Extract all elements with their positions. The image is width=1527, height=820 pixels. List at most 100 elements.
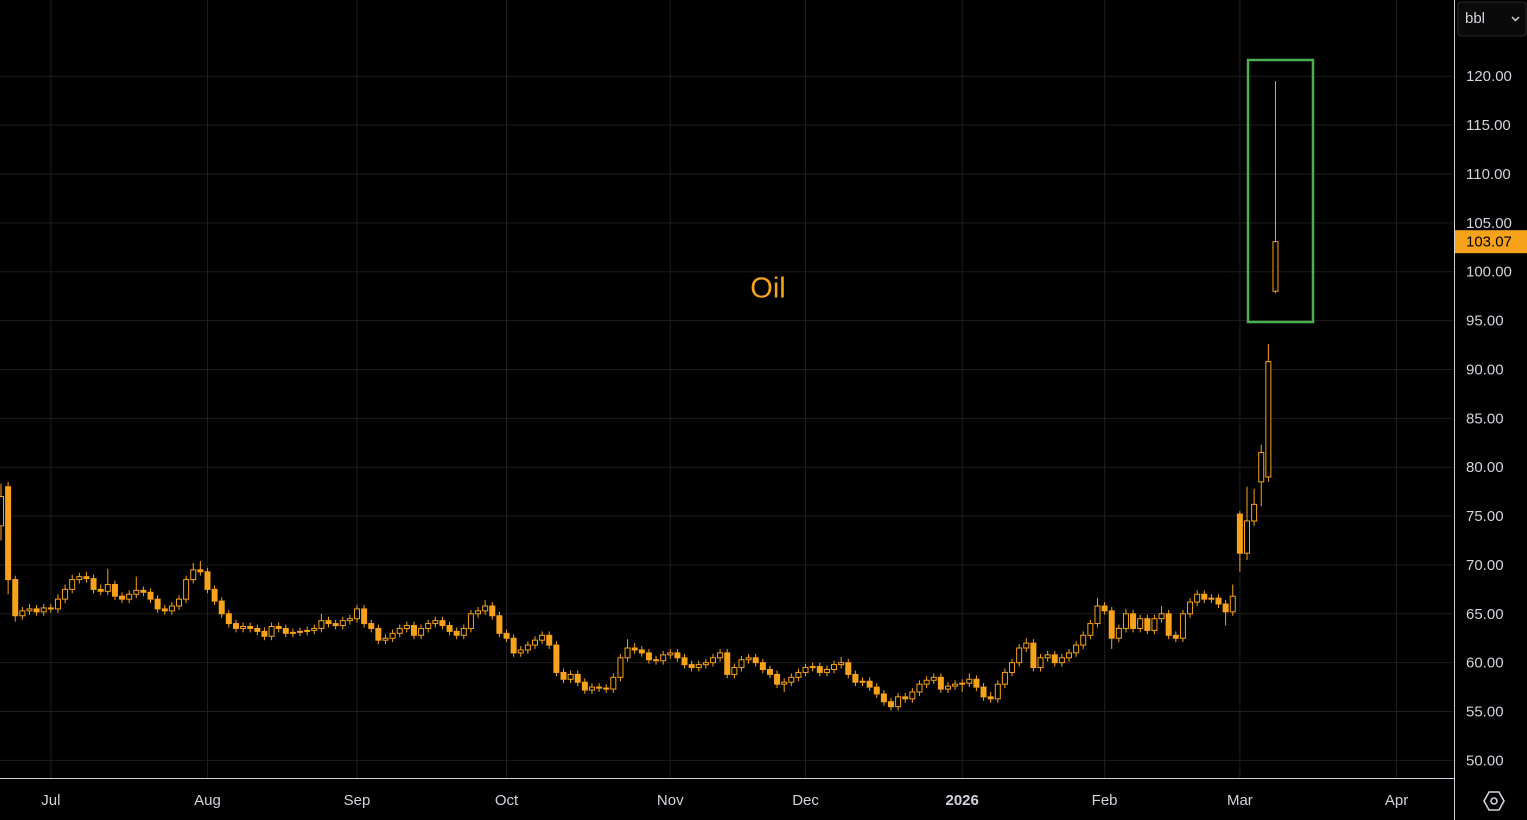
candle-body: [332, 623, 339, 627]
candle-body: [361, 608, 368, 625]
candle-body: [26, 608, 33, 612]
dropdown-caret[interactable]: [1511, 16, 1520, 22]
candle-body: [532, 639, 538, 646]
candle-body: [524, 644, 531, 651]
candle-body: [866, 680, 873, 688]
candle-body: [311, 627, 318, 631]
candle-body: [745, 657, 752, 661]
settings-icon[interactable]: [1483, 791, 1505, 811]
candle-body: [909, 691, 916, 700]
candle-body: [104, 583, 111, 592]
candle-body: [766, 669, 773, 675]
settings-icon-center[interactable]: [1490, 797, 1498, 805]
candle-body: [560, 671, 567, 680]
candle-body: [254, 627, 261, 632]
candle-body: [944, 685, 951, 690]
unit-label[interactable]: bbl: [1465, 10, 1485, 27]
candle-body: [1101, 605, 1108, 612]
candle-body: [439, 620, 446, 627]
candle-body: [980, 686, 987, 698]
candle-body: [688, 664, 695, 669]
candle-body: [880, 693, 887, 703]
candle-body: [1108, 610, 1115, 639]
candle-body: [503, 632, 510, 639]
candle-body: [111, 583, 118, 597]
candle-body: [852, 673, 859, 683]
candle-body: [69, 579, 76, 590]
candle-body: [1201, 593, 1208, 600]
candle-body: [710, 657, 716, 664]
candle-body: [923, 679, 930, 685]
candle-body: [346, 618, 353, 622]
candle-body: [90, 578, 97, 590]
y-tick-label: 100.00: [1466, 264, 1512, 281]
candle-body: [567, 673, 574, 680]
candle-body: [1172, 634, 1179, 639]
candle-body: [410, 625, 417, 636]
y-tick-label: 90.00: [1466, 361, 1504, 378]
candle-body: [40, 607, 47, 613]
candle-body: [781, 681, 788, 685]
candle-body: [1236, 513, 1243, 554]
candle-body: [197, 569, 204, 573]
unit-dropdown-box[interactable]: [1457, 1, 1527, 37]
price-tag-label: 103.07: [1466, 234, 1512, 251]
candle-body: [1080, 634, 1087, 646]
candle-body: [610, 676, 617, 690]
candle-body: [467, 613, 474, 629]
candle-body: [902, 696, 909, 700]
candle-body: [638, 649, 645, 654]
x-tick-label: Dec: [792, 792, 819, 809]
candle-body: [952, 683, 959, 687]
x-tick-label: Aug: [194, 792, 221, 809]
candle-body: [97, 588, 104, 592]
candle-body: [1130, 613, 1137, 629]
candle-body: [987, 696, 994, 700]
candle-body: [959, 682, 966, 685]
candle-body: [240, 626, 247, 629]
candle-body: [247, 626, 254, 629]
candle-body: [190, 569, 197, 581]
settings-button[interactable]: [1478, 786, 1510, 816]
candle-body: [453, 630, 460, 636]
candle-body: [660, 654, 667, 662]
candle-body: [930, 676, 937, 681]
candle-body: [667, 652, 674, 656]
candle-body: [1179, 613, 1186, 639]
candle-body: [176, 598, 182, 607]
candle-body: [446, 625, 453, 632]
candle-body: [738, 659, 745, 669]
candle-body: [831, 664, 838, 671]
x-tick-label: 2026: [946, 792, 979, 809]
candle-body: [1229, 595, 1236, 613]
candle-body: [1158, 613, 1165, 620]
candle-body: [546, 634, 553, 646]
settings-hit[interactable]: [1478, 786, 1510, 816]
candle-body: [617, 657, 624, 678]
candle-body: [510, 637, 517, 654]
candle-body: [596, 686, 603, 689]
candle-body: [482, 605, 489, 612]
candle-body: [603, 687, 610, 690]
unit-dropdown[interactable]: bbl: [1457, 1, 1527, 37]
candle-body: [432, 620, 439, 625]
candle-body: [802, 667, 809, 673]
candle-body: [695, 664, 702, 669]
candle-body: [54, 598, 61, 610]
y-tick-label: 110.00: [1466, 166, 1511, 183]
candle-body: [489, 605, 496, 617]
candle-body: [838, 662, 845, 666]
candle-body: [653, 659, 660, 662]
candle-body: [553, 644, 560, 673]
candle-body: [161, 608, 168, 612]
candle-body: [574, 673, 581, 683]
candle-body: [232, 623, 239, 629]
candle-body: [418, 627, 425, 636]
x-tick-label: Apr: [1385, 792, 1408, 809]
candle-body: [0, 496, 4, 527]
candle-body: [1222, 603, 1229, 613]
y-tick-label: 120.00: [1466, 68, 1512, 85]
candle-body: [994, 683, 1001, 700]
candle-body: [895, 696, 902, 708]
